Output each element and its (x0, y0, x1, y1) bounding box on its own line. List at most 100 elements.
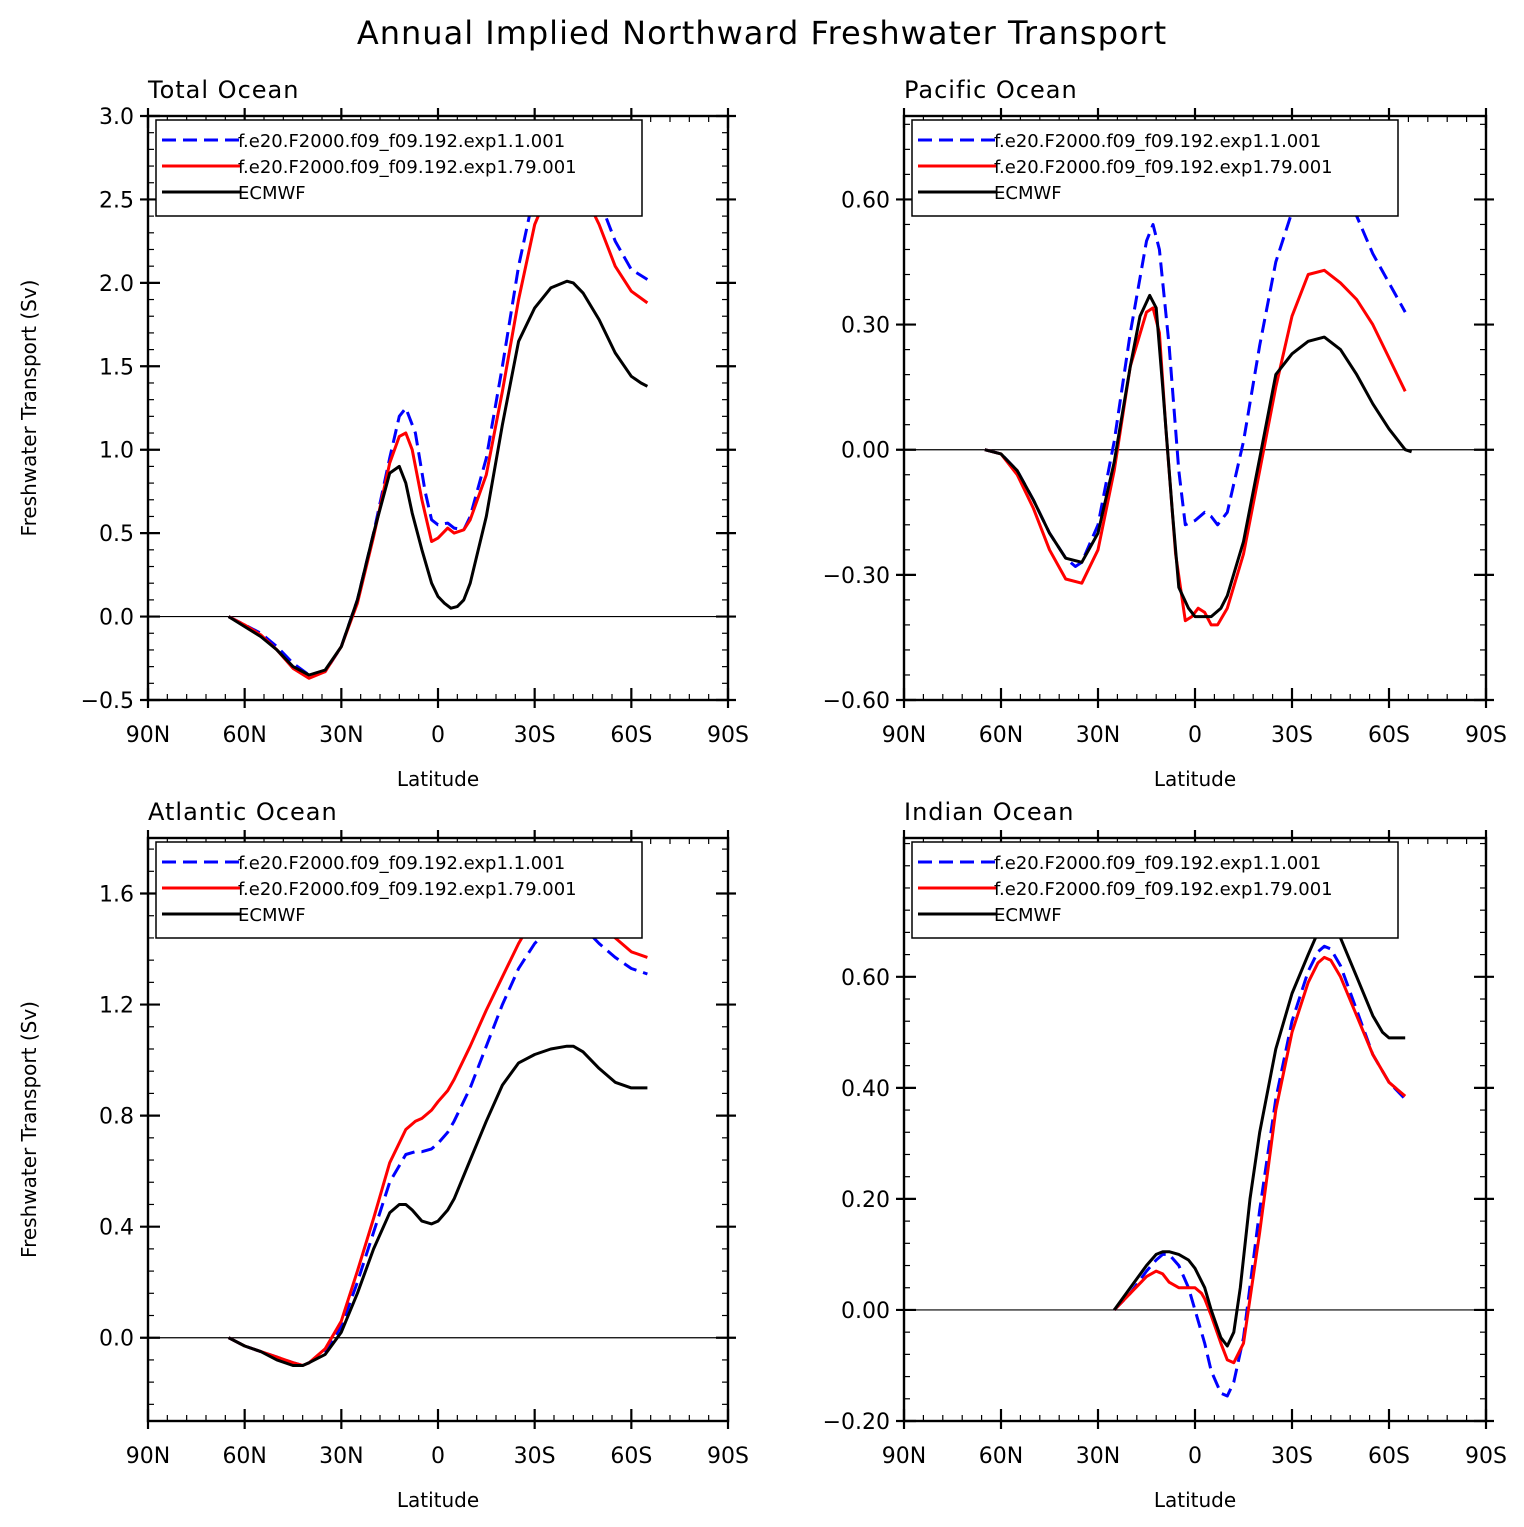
x-tick-label: 90S (707, 723, 749, 748)
x-tick-label: 60N (222, 723, 266, 748)
legend-box (155, 119, 643, 217)
legend-label-2: ECMWF (238, 183, 306, 204)
y-tick-label: 2.0 (99, 272, 134, 297)
y-tick-label: 0.4 (99, 1216, 134, 1241)
series-line-0 (1113, 944, 1407, 1398)
y-tick-label: 1.0 (99, 439, 134, 464)
plot-frame (146, 836, 730, 1423)
legend-label-1: f.e20.F2000.f09_f09.192.exp1.79.001 (994, 879, 1333, 900)
y-tick-label: −0.60 (823, 689, 890, 714)
series-line-0 (984, 181, 1407, 568)
panels-container: Total Ocean −0.5 0.0 0.5 1.0 1.5 2.0 2.5 3.0 90N 6… (17, 76, 1507, 1512)
x-tick-label: 60N (222, 1444, 266, 1469)
x-tick-label: 0 (1188, 1444, 1202, 1469)
y-tick-label: 0.40 (841, 1077, 890, 1102)
series-line-2 (984, 293, 1413, 619)
y-tick-label: 0.20 (841, 1188, 890, 1213)
x-tick-label: 30S (514, 723, 556, 748)
x-tick-label: 90N (882, 1444, 926, 1469)
legend-label-0: f.e20.F2000.f09_f09.192.exp1.1.001 (238, 853, 565, 874)
x-tick-label: 60S (610, 1444, 652, 1469)
panel-2: Atlantic Ocean 0.0 0.4 0.8 1.2 1.6 90N 60N 30N 0 3… (17, 798, 749, 1512)
series-line-2 (1112, 919, 1406, 1348)
x-tick-label: 30N (1076, 723, 1120, 748)
x-tick-label: 30S (1271, 723, 1313, 748)
x-tick-label: 60S (610, 723, 652, 748)
series-line-2 (227, 279, 649, 677)
x-tick-label: 90S (1465, 723, 1507, 748)
x-tick-label: 30S (514, 1444, 556, 1469)
legend-label-0: f.e20.F2000.f09_f09.192.exp1.1.001 (238, 131, 565, 152)
y-axis-label: Freshwater Transport (Sv) (17, 1001, 41, 1258)
legend: f.e20.F2000.f09_f09.192.exp1.1.001 f.e20.… (911, 119, 1399, 217)
legend-label-1: f.e20.F2000.f09_f09.192.exp1.79.001 (238, 879, 577, 900)
figure-title: Annual Implied Northward Freshwater Tran… (357, 14, 1167, 52)
series-line-1 (984, 268, 1407, 627)
y-tick-label: 1.6 (99, 883, 134, 908)
legend-box (911, 119, 1399, 217)
panel-title: Atlantic Ocean (148, 798, 338, 826)
x-tick-label: 90N (126, 723, 170, 748)
legend: f.e20.F2000.f09_f09.192.exp1.1.001 f.e20.… (155, 841, 643, 939)
panel-title: Indian Ocean (904, 798, 1075, 826)
x-tick-label: 90S (1465, 1444, 1507, 1469)
panel-title: Total Ocean (147, 76, 299, 104)
legend: f.e20.F2000.f09_f09.192.exp1.1.001 f.e20.… (155, 119, 643, 217)
y-tick-label: −0.20 (823, 1410, 890, 1435)
y-tick-label: −0.30 (823, 564, 890, 589)
panel-1: Pacific Ocean −0.60 −0.30 0.00 0.30 0.60 90N 60… (823, 76, 1507, 791)
x-tick-label: 0 (431, 723, 445, 748)
y-tick-label: 2.5 (99, 188, 134, 213)
x-axis-label: Latitude (397, 1488, 479, 1512)
y-tick-label: 0.60 (841, 966, 890, 991)
legend-label-1: f.e20.F2000.f09_f09.192.exp1.79.001 (994, 157, 1333, 178)
legend-label-2: ECMWF (994, 183, 1062, 204)
plot-frame (146, 114, 730, 702)
x-tick-label: 0 (1188, 723, 1202, 748)
x-tick-label: 30N (1076, 1444, 1120, 1469)
x-axis-label: Latitude (1154, 1488, 1236, 1512)
y-tick-label: 0.5 (99, 522, 134, 547)
legend-label-1: f.e20.F2000.f09_f09.192.exp1.79.001 (238, 157, 577, 178)
x-tick-label: 30N (319, 1444, 363, 1469)
x-tick-label: 90N (126, 1444, 170, 1469)
legend-label-0: f.e20.F2000.f09_f09.192.exp1.1.001 (994, 131, 1321, 152)
y-tick-label: −0.5 (81, 689, 134, 714)
x-tick-label: 60S (1368, 723, 1410, 748)
x-tick-label: 0 (431, 1444, 445, 1469)
panel-3: Indian Ocean −0.20 0.00 0.20 0.40 0.60 90N 60N 3… (823, 798, 1507, 1512)
series-line-2 (227, 1044, 648, 1367)
x-tick-label: 60N (979, 723, 1023, 748)
y-tick-label: 0.60 (841, 188, 890, 213)
panel-0: Total Ocean −0.5 0.0 0.5 1.0 1.5 2.0 2.5 3.0 90N 6… (17, 76, 749, 791)
plot-frame (902, 836, 1488, 1423)
x-tick-label: 60S (1368, 1444, 1410, 1469)
y-tick-label: 1.2 (99, 994, 134, 1019)
x-tick-label: 90N (882, 723, 926, 748)
x-tick-label: 30S (1271, 1444, 1313, 1469)
y-tick-label: 0.0 (99, 606, 134, 631)
legend-label-2: ECMWF (238, 905, 306, 926)
legend-box (911, 841, 1399, 939)
y-tick-label: 0.0 (99, 1327, 134, 1352)
x-tick-label: 60N (979, 1444, 1023, 1469)
y-axis-label: Freshwater Transport (Sv) (17, 280, 41, 537)
panel-title: Pacific Ocean (904, 76, 1078, 104)
y-tick-label: 3.0 (99, 105, 134, 130)
x-axis-label: Latitude (1154, 767, 1236, 791)
series-line-1 (1113, 955, 1407, 1365)
y-tick-label: 0.00 (841, 1299, 890, 1324)
series-line-0 (227, 147, 649, 677)
plot-frame (902, 114, 1488, 702)
legend-label-2: ECMWF (994, 905, 1062, 926)
x-axis-label: Latitude (397, 767, 479, 791)
legend: f.e20.F2000.f09_f09.192.exp1.1.001 f.e20.… (911, 841, 1399, 939)
y-tick-label: 0.8 (99, 1105, 134, 1130)
y-tick-label: 0.00 (841, 439, 890, 464)
y-tick-label: 0.30 (841, 314, 890, 339)
legend-box (155, 841, 643, 939)
y-tick-label: 1.5 (99, 355, 134, 380)
legend-label-0: f.e20.F2000.f09_f09.192.exp1.1.001 (994, 853, 1321, 874)
